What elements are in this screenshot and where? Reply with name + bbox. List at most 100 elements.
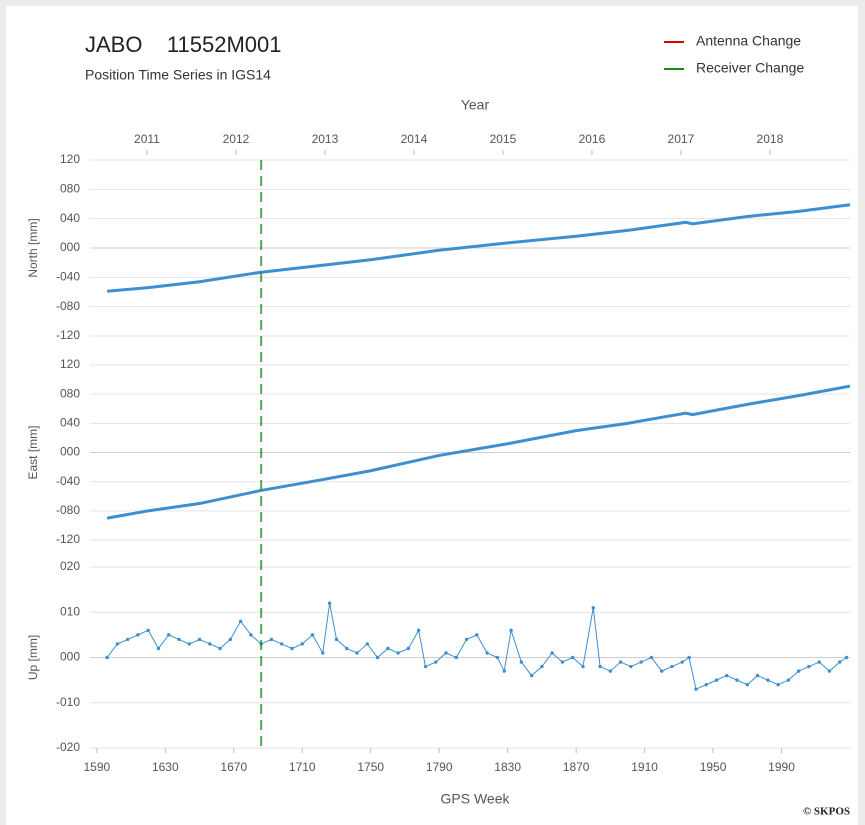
data-point (495, 655, 500, 660)
year-tick-label: 2013 (312, 132, 339, 146)
data-point (167, 633, 171, 637)
data-point (208, 642, 212, 646)
y-tick-label: -080 (56, 503, 80, 517)
data-point (345, 646, 349, 651)
data-point (406, 646, 411, 651)
data-point (218, 646, 222, 651)
background (6, 6, 858, 825)
data-point (694, 687, 698, 691)
y-tick-label: 040 (60, 416, 80, 430)
year-tick-label: 2017 (668, 132, 695, 146)
series-line (106, 603, 847, 690)
x-tick-label: 1870 (563, 760, 590, 774)
y-tick-label: -040 (56, 474, 80, 488)
y-tick-label: -120 (56, 328, 80, 342)
data-point (629, 664, 633, 669)
data-point (475, 633, 479, 637)
x-tick-label: 1590 (83, 760, 110, 774)
data-point (755, 673, 760, 678)
data-point (105, 655, 109, 660)
y-tick-label: -080 (56, 299, 80, 313)
y-tick-label: -010 (56, 695, 80, 709)
year-tick-label: 2016 (579, 132, 606, 146)
data-point (591, 606, 595, 610)
data-point (386, 646, 390, 651)
data-point (649, 655, 654, 660)
y-tick-label: 040 (60, 211, 80, 225)
data-point (136, 633, 140, 637)
data-point (550, 651, 554, 655)
y-tick-label: 000 (60, 650, 80, 664)
data-point (416, 628, 421, 633)
x-tick-label: 1670 (220, 760, 247, 774)
data-point (327, 601, 332, 605)
data-point (509, 628, 513, 633)
data-point (280, 642, 284, 646)
data-point (115, 642, 120, 646)
data-point (776, 682, 780, 687)
data-point (187, 642, 191, 646)
y-tick-label: 080 (60, 386, 80, 400)
year-tick-label: 2018 (757, 132, 784, 146)
data-point (197, 637, 202, 642)
data-point (396, 651, 400, 655)
data-point (300, 642, 304, 646)
data-point (540, 664, 544, 669)
x-tick-label: 1750 (357, 760, 384, 774)
data-point (355, 651, 359, 655)
data-point (680, 660, 684, 664)
data-point (687, 655, 691, 660)
y-axis-label: North [mm] (26, 218, 40, 277)
y-tick-label: 120 (60, 357, 80, 371)
data-point (156, 646, 161, 651)
legend-label: Receiver Change (696, 60, 804, 76)
year-tick-label: 2011 (134, 132, 160, 146)
chart-title: JABO 11552M001 (85, 32, 282, 57)
data-point (766, 678, 770, 682)
data-point (807, 664, 811, 669)
y-tick-label: -040 (56, 270, 80, 284)
data-point (454, 655, 459, 660)
data-point (249, 633, 253, 637)
series-line (106, 384, 851, 520)
data-point (146, 628, 150, 633)
data-point (704, 682, 708, 687)
chart-subtitle: Position Time Series in IGS14 (85, 67, 271, 83)
data-point (502, 669, 506, 673)
data-point (238, 619, 243, 623)
data-point (608, 669, 613, 673)
data-point (519, 660, 524, 664)
x-tick-label: 1630 (152, 760, 179, 774)
data-point (725, 673, 729, 678)
data-point (618, 660, 623, 664)
data-point (269, 637, 274, 642)
data-point (125, 637, 130, 642)
series-line (106, 203, 851, 293)
year-tick-label: 2015 (490, 132, 517, 146)
data-point (321, 651, 325, 655)
data-point (177, 637, 181, 642)
data-point (464, 637, 469, 642)
data-point (365, 642, 369, 646)
data-point (228, 637, 233, 642)
x-tick-label: 1830 (494, 760, 521, 774)
legend-label: Antenna Change (696, 33, 801, 49)
y-tick-label: 020 (60, 559, 80, 573)
data-point (745, 682, 749, 687)
data-point (670, 664, 674, 669)
y-tick-label: -120 (56, 532, 80, 546)
y-tick-label: 080 (60, 182, 80, 196)
data-point (290, 646, 294, 651)
x-tick-label: 1990 (768, 760, 795, 774)
data-point (444, 651, 448, 655)
y-axis-label: Up [mm] (26, 635, 40, 680)
data-point (375, 655, 380, 660)
data-point (714, 678, 719, 682)
data-point (796, 669, 801, 673)
x-tick-label: 1950 (700, 760, 727, 774)
data-point (598, 664, 602, 669)
x-axis-label: GPS Week (441, 791, 511, 807)
data-point (581, 664, 585, 669)
data-point (639, 660, 643, 664)
